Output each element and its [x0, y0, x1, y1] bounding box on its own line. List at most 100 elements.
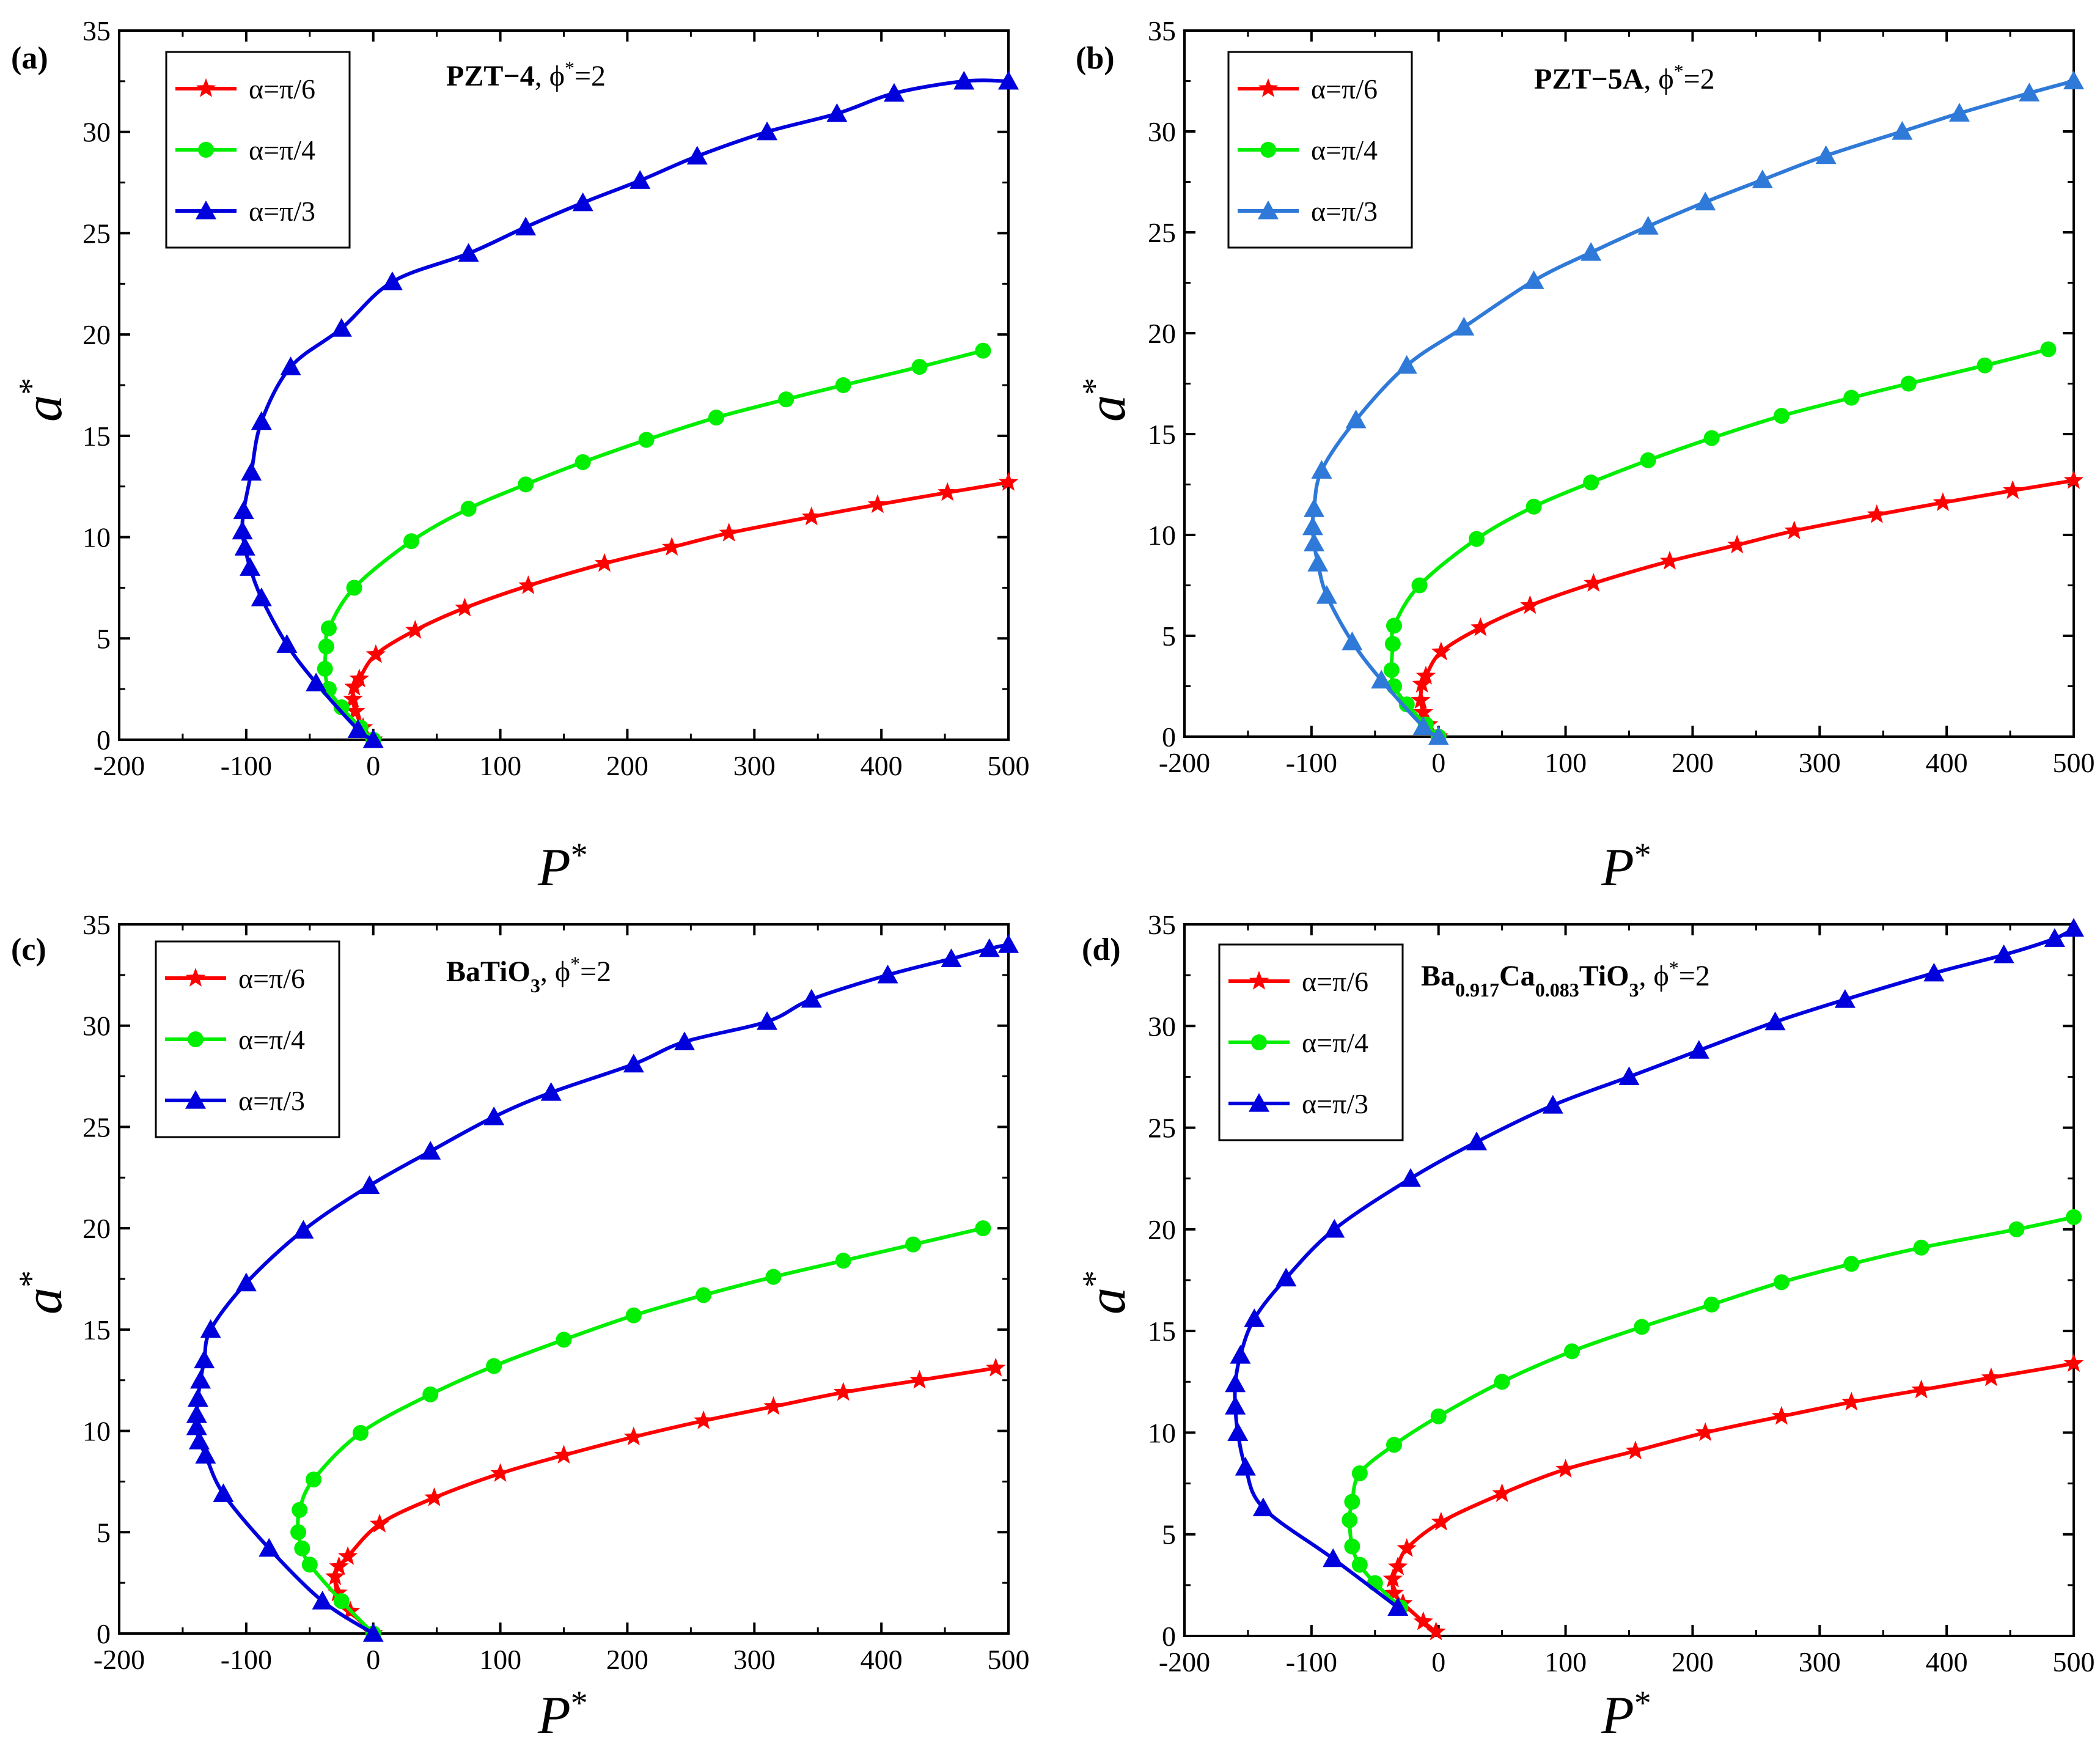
series-2	[317, 342, 991, 748]
legend: α=π/6 α=π/4 α=π/3	[165, 51, 351, 249]
x-tick-label: 0	[366, 1644, 380, 1675]
chart-title: PZT−5A, ϕ*=2	[1534, 60, 1715, 95]
y-tick-label: 30	[83, 117, 111, 148]
data-point-star	[2003, 480, 2023, 499]
data-point-circle	[1411, 577, 1428, 594]
x-label-text: P	[1601, 838, 1634, 897]
data-point-star	[801, 506, 821, 526]
x-tick-label: 300	[733, 750, 776, 781]
data-point-star	[1841, 1391, 1862, 1411]
y-tick-label: 5	[1162, 621, 1176, 652]
y-tick-label: 20	[83, 1213, 111, 1244]
data-point-circle	[575, 454, 591, 470]
y-label-text: a	[14, 395, 73, 422]
data-point-circle	[1583, 474, 1599, 491]
data-point-triangle	[1428, 726, 1449, 745]
data-point-circle	[1640, 452, 1656, 468]
axis-ticks	[118, 923, 1010, 1635]
data-point-star	[365, 644, 386, 663]
x-tick-label: 400	[1926, 1646, 1968, 1678]
y-tick-label: 0	[1162, 1621, 1176, 1652]
x-tick-label: 200	[1672, 1646, 1714, 1678]
data-point-triangle	[1316, 585, 1337, 604]
data-point-circle	[290, 1524, 307, 1541]
y-tick-label: 15	[83, 421, 111, 452]
y-tick-label: 5	[1162, 1519, 1176, 1550]
y-label-sup: *	[12, 378, 50, 395]
data-point-circle	[835, 1253, 851, 1269]
series-group	[1302, 70, 2084, 745]
legend-item: α=π/6	[175, 73, 315, 105]
data-point-triangle	[234, 537, 255, 556]
legend-label: α=π/3	[1311, 196, 1378, 227]
x-tick-label: 400	[861, 750, 903, 781]
data-point-triangle	[1466, 1131, 1488, 1151]
data-point-triangle	[1764, 1011, 1786, 1031]
tick-labels: -200 -100 0 100 200 300 400 500 0 5 10 15 20 25 30 35	[1148, 909, 2095, 1678]
x-label-text: P	[1601, 1686, 1634, 1745]
data-point-circle	[1773, 1274, 1790, 1291]
y-tick-label: 0	[97, 724, 111, 756]
y-tick-label: 15	[83, 1314, 111, 1346]
data-point-circle	[352, 1424, 369, 1441]
data-point-circle	[1398, 696, 1415, 713]
data-point-star	[1412, 674, 1432, 693]
x-tick-label: -200	[94, 750, 145, 781]
title-main: Ba	[1421, 960, 1455, 992]
x-tick-label: 500	[988, 1644, 1030, 1675]
data-point-circle	[1383, 662, 1400, 679]
y-axis-label: a*	[12, 378, 73, 422]
data-point-triangle	[1581, 242, 1602, 261]
data-point-star	[1659, 550, 1680, 570]
series-2	[290, 1220, 991, 1641]
legend-item: α=π/4	[1238, 134, 1378, 166]
series-line	[323, 348, 985, 742]
data-point-triangle	[540, 1082, 562, 1101]
title-main: BaTiO	[446, 956, 531, 988]
x-tick-label: 100	[1544, 747, 1587, 778]
data-point-star	[1415, 666, 1436, 685]
data-point-triangle	[1948, 103, 1970, 122]
data-point-star	[329, 1556, 349, 1575]
data-point-triangle	[1834, 989, 1856, 1008]
legend-label: α=π/4	[1302, 1027, 1368, 1058]
data-point-triangle	[1695, 191, 1716, 211]
legend-marker-circle	[1251, 1034, 1267, 1050]
y-label-sup: *	[1076, 1270, 1114, 1287]
legend-label: α=π/4	[1311, 134, 1378, 166]
legend-marker-triangle	[1258, 201, 1279, 219]
data-point-triangle	[1618, 1066, 1640, 1086]
data-point-triangle	[186, 1404, 207, 1423]
y-tick-label: 35	[1148, 909, 1176, 940]
series-3	[186, 934, 1019, 1642]
legend-marker-triangle	[1249, 1093, 1269, 1112]
y-tick-label: 0	[97, 1618, 111, 1649]
y-tick-label: 15	[1148, 1316, 1176, 1347]
data-point-circle	[317, 661, 333, 677]
data-point-circle	[975, 342, 991, 359]
y-tick-label: 30	[1148, 1011, 1176, 1042]
data-point-star	[662, 537, 682, 556]
data-point-triangle	[458, 243, 479, 262]
series-line	[1389, 347, 2050, 739]
data-point-star	[763, 1396, 784, 1415]
data-point-star	[998, 472, 1019, 491]
data-point-triangle	[186, 1416, 207, 1435]
panel-label: (d)	[1082, 932, 1121, 967]
y-axis-label: a*	[1076, 378, 1137, 422]
data-point-triangle	[2019, 83, 2040, 101]
data-point-circle	[625, 1307, 642, 1324]
data-point-star	[1727, 534, 1747, 554]
legend-label: α=π/3	[249, 196, 315, 227]
data-point-star	[345, 701, 365, 720]
data-point-circle	[1634, 1319, 1650, 1335]
x-label-sup: *	[571, 1684, 588, 1722]
data-point-circle	[306, 1472, 322, 1488]
data-point-triangle	[826, 103, 848, 122]
y-tick-label: 10	[1148, 520, 1176, 551]
y-label-text: a	[14, 1287, 73, 1314]
axis-ticks	[118, 29, 1010, 741]
data-point-triangle	[1400, 1168, 1421, 1187]
y-tick-label: 20	[83, 319, 111, 350]
title-sub-3: 3	[1629, 979, 1639, 1001]
